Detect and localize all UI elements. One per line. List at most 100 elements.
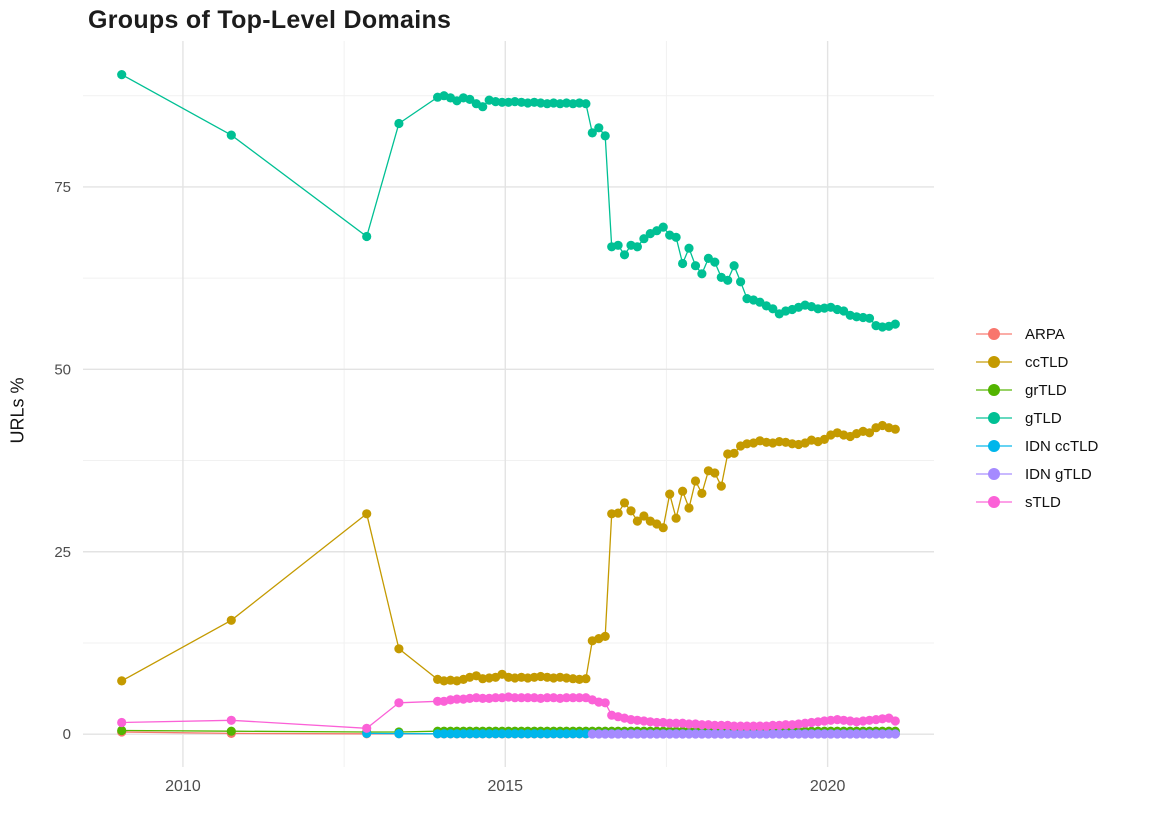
legend-item-idn-gtld: IDN gTLD [976, 460, 1098, 488]
data-point-idn-gtld [884, 729, 894, 739]
data-point-stld [671, 718, 681, 728]
data-point-idn-cctld [491, 729, 501, 739]
data-point-cctld [684, 503, 694, 513]
legend-item-label: IDN ccTLD [1025, 437, 1099, 455]
data-point-cctld [864, 428, 875, 438]
legend-item-label: ccTLD [1025, 353, 1069, 371]
data-point-grtld [117, 725, 127, 736]
y-axis-label: URLs % [7, 377, 28, 444]
data-point-idn-gtld [761, 729, 772, 739]
data-point-idn-gtld [639, 729, 649, 739]
legend-item-stld: sTLD [976, 488, 1098, 516]
data-point-cctld [890, 424, 900, 434]
data-point-gtld [678, 258, 688, 269]
legend-item-label: IDN gTLD [1025, 465, 1092, 483]
legend-key-icon [976, 328, 1012, 340]
y-tick-label: 75 [54, 179, 71, 196]
series-line-gtld [121, 74, 896, 328]
data-point-stld [478, 693, 488, 704]
data-point-idn-gtld [768, 729, 778, 739]
data-point-gtld [117, 70, 127, 80]
legend-item-label: sTLD [1025, 493, 1061, 511]
data-point-stld [742, 721, 752, 731]
data-point-cctld [581, 674, 591, 684]
legend-key-icon [976, 356, 1012, 368]
data-point-idn-cctld [536, 729, 546, 739]
data-point-idn-gtld [703, 729, 714, 739]
data-point-idn-gtld [877, 729, 888, 739]
data-point-idn-cctld [484, 729, 494, 739]
data-point-gtld [613, 240, 623, 250]
data-point-idn-gtld [671, 729, 681, 739]
data-point-stld [781, 720, 791, 730]
data-point-idn-gtld [852, 729, 862, 739]
data-point-idn-cctld [574, 729, 585, 739]
x-tick-label: 2020 [810, 778, 846, 795]
data-point-idn-gtld [710, 729, 720, 739]
data-point-stld [748, 721, 759, 731]
data-point-grtld [226, 726, 236, 736]
data-point-gtld [587, 128, 597, 138]
data-point-gtld [465, 94, 475, 104]
data-point-cctld [678, 486, 688, 496]
data-point-cctld [710, 468, 720, 478]
legend-item-gtld: gTLD [976, 404, 1098, 432]
data-point-gtld [768, 304, 778, 314]
legend-item-cctld: ccTLD [976, 348, 1098, 376]
legend-item-label: grTLD [1025, 381, 1067, 399]
legend-dot-icon [988, 440, 1000, 452]
data-point-cctld [671, 513, 681, 523]
data-point-idn-cctld [529, 729, 539, 739]
data-point-idn-cctld [445, 729, 456, 739]
legend-item-label: ARPA [1025, 325, 1065, 343]
data-point-stld [736, 721, 746, 731]
legend-item-label: gTLD [1025, 409, 1062, 427]
data-point-cctld [613, 508, 623, 518]
data-point-idn-cctld [516, 729, 527, 739]
data-point-idn-gtld [832, 729, 842, 739]
data-point-idn-cctld [523, 729, 533, 739]
data-point-idn-gtld [665, 729, 675, 739]
data-point-stld [510, 693, 520, 703]
data-point-stld [768, 720, 778, 731]
data-point-idn-cctld [497, 729, 507, 739]
y-tick-label: 50 [54, 361, 71, 378]
data-point-stld [561, 693, 572, 703]
data-point-idn-cctld [561, 729, 572, 739]
data-point-stld [697, 720, 707, 730]
data-point-stld [516, 693, 527, 703]
data-point-idn-cctld [510, 729, 520, 739]
data-point-idn-gtld [736, 729, 746, 739]
data-point-stld [433, 696, 443, 706]
data-point-stld [542, 693, 552, 703]
data-point-gtld [684, 243, 694, 253]
data-point-cctld [600, 631, 610, 642]
data-point-gtld [839, 306, 849, 316]
data-point-cctld [619, 498, 630, 508]
data-point-stld [890, 716, 900, 726]
data-point-gtld [736, 277, 746, 287]
data-point-idn-gtld [594, 729, 604, 739]
data-point-idn-gtld [819, 729, 830, 739]
legend-key-icon [976, 384, 1012, 396]
data-point-idn-cctld [452, 729, 462, 739]
data-point-cctld [362, 509, 372, 519]
data-point-idn-gtld [813, 729, 823, 739]
data-point-stld [491, 693, 501, 703]
legend-dot-icon [988, 384, 1000, 396]
data-point-idn-cctld [394, 729, 404, 739]
legend-dot-icon [988, 468, 1000, 480]
data-point-idn-cctld [549, 729, 559, 739]
data-point-gtld [723, 275, 733, 285]
data-point-cctld [665, 489, 675, 499]
data-point-cctld [117, 676, 127, 686]
data-point-stld [523, 693, 533, 703]
data-point-idn-gtld [613, 729, 623, 739]
data-point-idn-gtld [607, 729, 617, 739]
legend-dot-icon [988, 496, 1000, 508]
data-point-gtld [632, 242, 643, 252]
data-point-idn-gtld [755, 729, 765, 739]
legend-dot-icon [988, 356, 1000, 368]
